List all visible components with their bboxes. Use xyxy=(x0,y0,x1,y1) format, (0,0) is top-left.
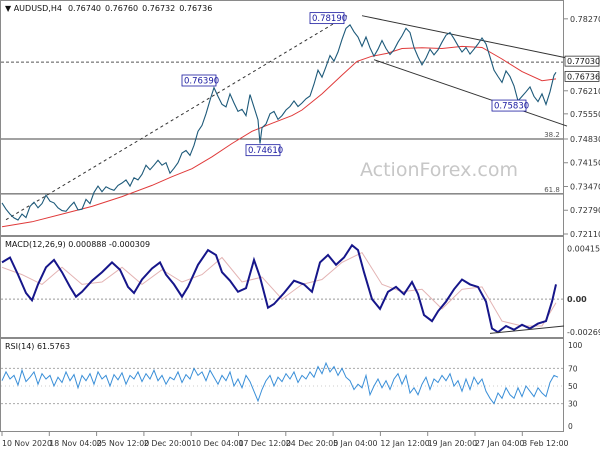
macd-line xyxy=(1,243,557,334)
annotation-box xyxy=(491,99,527,112)
price-tick-label: 0.74830 xyxy=(570,135,600,144)
x-tick-label: 17 Dec 12:00 xyxy=(239,439,291,448)
rsi-tick-label: 100 xyxy=(568,341,583,350)
resistance-price-tag: 0.77030 xyxy=(564,55,600,67)
macd-layer: 0.00415 0.00 -0.002694 xyxy=(1,243,600,337)
annotation-label: 0.78190 xyxy=(312,14,347,24)
annotation-label: 0.76390 xyxy=(184,76,219,86)
x-tick-label: 3 Feb 12:00 xyxy=(522,439,568,448)
levels: 38.2 61.8 xyxy=(1,61,563,195)
rsi-line xyxy=(1,361,559,405)
ohlc-close: 0.76736 xyxy=(179,4,212,13)
x-tick-label: 5 Jan 04:00 xyxy=(333,439,377,448)
price-panel-frame xyxy=(0,0,564,236)
macd-trendline xyxy=(489,325,565,334)
symbol-label: AUDUSD,H4 xyxy=(14,4,62,13)
trendlines xyxy=(5,15,568,221)
price-tick-label: 0.74150 xyxy=(570,159,600,168)
rsi-tick-label: 70 xyxy=(568,364,578,373)
rsi-tick-label: 30 xyxy=(568,400,578,409)
fibonacci-level-label: 61.8 xyxy=(544,186,560,194)
price-tag-box xyxy=(564,71,600,82)
price-annotation: 0.78190 xyxy=(309,12,347,25)
price-tick-label: 0.73470 xyxy=(570,182,600,191)
price-annotations: 0.78190 0.76390 0.74610 0.75830 xyxy=(181,12,529,157)
price-annotation: 0.76390 xyxy=(181,74,219,87)
price-annotation: 0.75830 xyxy=(491,99,529,112)
macd-signal-line xyxy=(1,251,557,327)
x-tick-label: 2 Dec 20:00 xyxy=(144,439,192,448)
price-tick-label: 0.72110 xyxy=(570,230,600,239)
header-arrow-icon: ▼ xyxy=(5,4,14,13)
x-tick-label: 12 Jan 12:00 xyxy=(380,439,429,448)
annotation-label: 0.74610 xyxy=(248,146,283,156)
annotation-box xyxy=(309,12,345,25)
annotation-box xyxy=(245,144,281,157)
rsi-tick-label: 0 xyxy=(568,422,573,431)
channel-bottom-line xyxy=(373,59,568,127)
price-tag-label: 0.77030 xyxy=(567,57,600,66)
price-tick-label: 0.72790 xyxy=(570,206,600,215)
annotation-box xyxy=(181,74,217,87)
price-tick-label: 0.75550 xyxy=(570,110,600,119)
moving-average-line xyxy=(1,45,557,228)
macd-tick-label: -0.002694 xyxy=(567,328,600,337)
rsi-layer: 100 70 50 30 0 xyxy=(1,341,583,431)
x-tick-label: 25 Nov 12:00 xyxy=(97,439,150,448)
price-annotation: 0.74610 xyxy=(245,144,283,157)
channel-top-line xyxy=(361,15,568,59)
ohlc-open: 0.76740 xyxy=(68,4,101,13)
x-tick-label: 10 Dec 04:00 xyxy=(191,439,243,448)
x-tick-label: 24 Dec 20:00 xyxy=(286,439,338,448)
ohlc-high: 0.76760 xyxy=(105,4,138,13)
current-price-tag: 0.76736 xyxy=(564,71,600,82)
price-tag-box xyxy=(564,55,600,67)
support-trendline xyxy=(5,15,348,221)
price-tag-label: 0.76736 xyxy=(567,72,600,81)
macd-panel-frame xyxy=(0,236,564,338)
price-axis: 0.78270 0.76210 0.75550 0.74830 0.74150 0.734… xyxy=(564,15,600,239)
macd-tick-label: 0.00415 xyxy=(567,244,600,253)
chart-header: ▼ AUDUSD,H4 0.76740 0.76760 0.76732 0.76736 xyxy=(5,4,212,13)
annotation-label: 0.75830 xyxy=(494,102,529,112)
watermark: ActionForex.com xyxy=(360,159,518,181)
price-tick-label: 0.76210 xyxy=(570,87,600,96)
rsi-panel-frame xyxy=(0,338,564,432)
macd-tick-label: 0.00 xyxy=(567,295,587,304)
price-line xyxy=(1,23,557,221)
macd-header: MACD(12,26,9) 0.000888 -0.000309 xyxy=(5,240,150,249)
x-tick-label: 18 Nov 04:00 xyxy=(49,439,102,448)
x-tick-label: 10 Nov 2020 xyxy=(2,439,52,448)
rsi-tick-label: 50 xyxy=(568,382,578,391)
price-tick-label: 0.78270 xyxy=(570,15,600,24)
x-tick-label: 19 Jan 20:00 xyxy=(428,439,477,448)
ohlc-low: 0.76732 xyxy=(142,4,175,13)
fibonacci-level-label: 38.2 xyxy=(544,131,560,139)
rsi-header: RSI(14) 61.5763 xyxy=(5,342,70,351)
x-tick-label: 27 Jan 04:00 xyxy=(475,439,524,448)
